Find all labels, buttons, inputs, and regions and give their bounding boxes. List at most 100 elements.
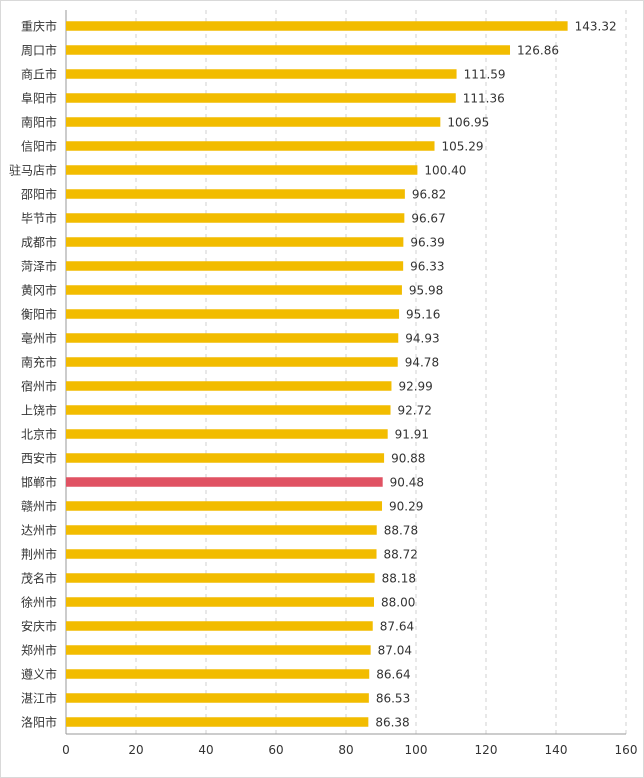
value-label: 90.48 bbox=[390, 476, 424, 490]
value-label: 88.78 bbox=[384, 524, 418, 538]
value-label: 86.64 bbox=[376, 668, 410, 682]
x-tick-label: 0 bbox=[62, 743, 70, 757]
bar bbox=[66, 189, 405, 199]
bar bbox=[66, 165, 418, 175]
value-label: 96.67 bbox=[411, 212, 445, 226]
value-label: 100.40 bbox=[424, 164, 466, 178]
bar bbox=[66, 573, 375, 583]
bar bbox=[66, 669, 370, 679]
bar bbox=[66, 45, 511, 55]
x-tick-label: 40 bbox=[198, 743, 213, 757]
value-label: 143.32 bbox=[575, 20, 617, 34]
value-label: 96.33 bbox=[410, 260, 444, 274]
bar bbox=[66, 333, 399, 343]
value-label: 92.99 bbox=[398, 380, 432, 394]
category-label: 西安市 bbox=[21, 451, 57, 466]
category-label: 茂名市 bbox=[21, 571, 57, 586]
category-label: 亳州市 bbox=[21, 331, 57, 346]
bar bbox=[66, 93, 456, 103]
category-label: 南充市 bbox=[21, 355, 57, 370]
bar bbox=[66, 309, 400, 319]
bar-layer bbox=[66, 21, 568, 727]
bar bbox=[66, 693, 369, 703]
value-label: 86.38 bbox=[375, 716, 409, 730]
category-label: 徐州市 bbox=[21, 595, 57, 610]
category-label: 赣州市 bbox=[21, 499, 57, 514]
category-label: 荆州市 bbox=[21, 547, 57, 562]
value-label: 91.91 bbox=[395, 428, 429, 442]
bar bbox=[66, 597, 374, 607]
bar bbox=[66, 429, 388, 439]
category-label: 菏泽市 bbox=[21, 259, 57, 274]
value-label: 94.78 bbox=[405, 356, 439, 370]
value-label: 88.18 bbox=[382, 572, 416, 586]
bar bbox=[66, 237, 404, 247]
bar bbox=[66, 549, 377, 559]
category-label: 邯郸市 bbox=[21, 475, 57, 490]
category-label: 南阳市 bbox=[21, 115, 57, 130]
category-label: 遵义市 bbox=[21, 667, 57, 682]
bar bbox=[66, 477, 383, 487]
category-label: 重庆市 bbox=[21, 19, 57, 34]
bar bbox=[66, 21, 568, 31]
category-label: 北京市 bbox=[21, 427, 57, 442]
value-label: 94.93 bbox=[405, 332, 439, 346]
category-label: 湛江市 bbox=[21, 691, 57, 706]
value-labels: 143.32 126.86 111.59 111.36 106.95 105.29 100.… bbox=[375, 20, 616, 730]
bar bbox=[66, 69, 457, 79]
value-label: 95.16 bbox=[406, 308, 440, 322]
value-label: 111.59 bbox=[464, 68, 506, 82]
bar bbox=[66, 381, 392, 391]
category-label: 驻马店市 bbox=[9, 163, 57, 178]
bar bbox=[66, 117, 441, 127]
bar bbox=[66, 645, 371, 655]
x-tick-label: 100 bbox=[405, 743, 428, 757]
value-label: 87.04 bbox=[378, 644, 412, 658]
value-label: 88.72 bbox=[384, 548, 418, 562]
value-label: 106.95 bbox=[447, 116, 489, 130]
category-label: 郑州市 bbox=[21, 643, 57, 658]
category-label: 周口市 bbox=[21, 43, 57, 58]
category-label: 安庆市 bbox=[21, 619, 57, 634]
x-axis-ticks: 0 20 40 60 80 100 120 140 160 bbox=[62, 743, 637, 757]
category-label: 宿州市 bbox=[21, 379, 57, 394]
category-label: 邵阳市 bbox=[21, 187, 57, 202]
category-label: 衡阳市 bbox=[21, 307, 57, 322]
bar bbox=[66, 357, 398, 367]
category-labels: 重庆市周口市商丘市阜阳市南阳市信阳市驻马店市邵阳市毕节市成都市菏泽市黄冈市衡阳市… bbox=[9, 19, 57, 730]
category-label: 商丘市 bbox=[21, 67, 57, 82]
bar bbox=[66, 213, 405, 223]
value-label: 95.98 bbox=[409, 284, 443, 298]
value-label: 90.88 bbox=[391, 452, 425, 466]
bar bbox=[66, 621, 373, 631]
category-label: 上饶市 bbox=[21, 403, 57, 418]
x-tick-label: 120 bbox=[475, 743, 498, 757]
category-label: 毕节市 bbox=[21, 211, 57, 226]
value-label: 92.72 bbox=[398, 404, 432, 418]
bar bbox=[66, 717, 369, 727]
x-tick-label: 60 bbox=[268, 743, 283, 757]
bar bbox=[66, 141, 435, 151]
category-label: 达州市 bbox=[21, 523, 57, 538]
x-tick-label: 20 bbox=[128, 743, 143, 757]
category-label: 洛阳市 bbox=[21, 715, 57, 730]
bar bbox=[66, 261, 404, 271]
bar bbox=[66, 525, 377, 535]
value-label: 86.53 bbox=[376, 692, 410, 706]
value-label: 126.86 bbox=[517, 44, 559, 58]
bar bbox=[66, 405, 391, 415]
value-label: 90.29 bbox=[389, 500, 423, 514]
bar bbox=[66, 285, 402, 295]
x-tick-label: 80 bbox=[338, 743, 353, 757]
category-label: 信阳市 bbox=[21, 139, 57, 154]
category-label: 阜阳市 bbox=[21, 91, 57, 106]
x-tick-label: 140 bbox=[545, 743, 568, 757]
x-tick-label: 160 bbox=[615, 743, 638, 757]
value-label: 105.29 bbox=[442, 140, 484, 154]
category-label: 黄冈市 bbox=[21, 283, 57, 298]
bar bbox=[66, 453, 385, 463]
value-label: 111.36 bbox=[463, 92, 505, 106]
value-label: 96.82 bbox=[412, 188, 446, 202]
category-label: 成都市 bbox=[21, 235, 57, 250]
